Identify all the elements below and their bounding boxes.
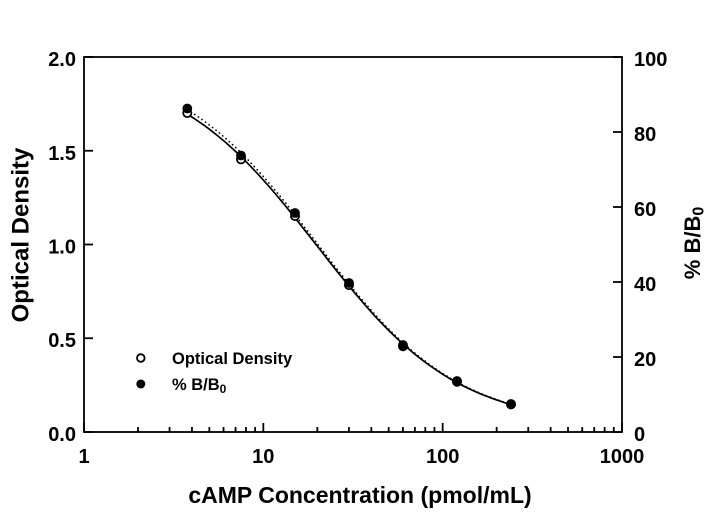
svg-text:80: 80 xyxy=(634,124,656,146)
svg-text:2.0: 2.0 xyxy=(48,49,76,71)
svg-text:Optical Density: Optical Density xyxy=(172,350,293,368)
svg-text:10: 10 xyxy=(252,446,274,468)
svg-text:% B/B0: % B/B0 xyxy=(680,207,708,280)
svg-text:% B/B0: % B/B0 xyxy=(172,376,227,396)
svg-text:60: 60 xyxy=(634,199,656,221)
svg-text:1.0: 1.0 xyxy=(48,237,76,259)
svg-text:1000: 1000 xyxy=(600,446,645,468)
svg-text:0.0: 0.0 xyxy=(48,424,76,446)
svg-text:20: 20 xyxy=(634,349,656,371)
svg-text:0: 0 xyxy=(634,424,645,446)
svg-text:Optical Density: Optical Density xyxy=(8,147,35,322)
svg-text:cAMP Concentration (pmol/mL): cAMP Concentration (pmol/mL) xyxy=(188,482,531,508)
svg-text:0.5: 0.5 xyxy=(48,330,76,352)
svg-text:1: 1 xyxy=(78,446,89,468)
svg-text:40: 40 xyxy=(634,274,656,296)
svg-text:100: 100 xyxy=(634,49,667,71)
svg-text:100: 100 xyxy=(426,446,459,468)
svg-text:1.5: 1.5 xyxy=(48,143,76,165)
